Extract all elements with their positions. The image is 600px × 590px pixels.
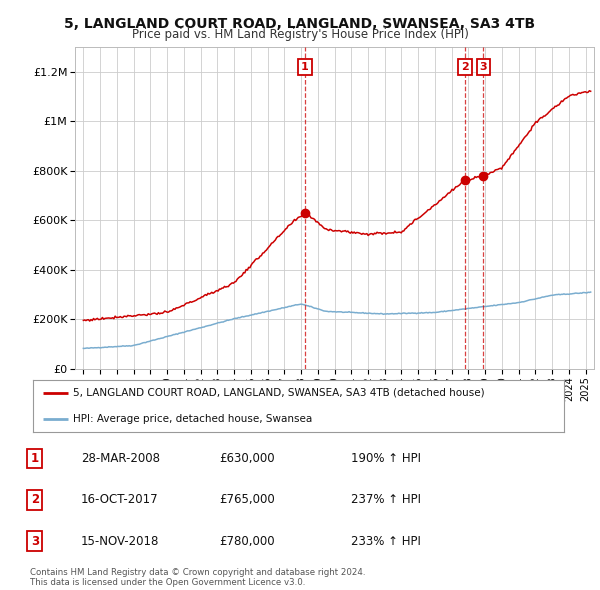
Text: Price paid vs. HM Land Registry's House Price Index (HPI): Price paid vs. HM Land Registry's House … bbox=[131, 28, 469, 41]
Text: 1: 1 bbox=[31, 452, 39, 465]
Text: 15-NOV-2018: 15-NOV-2018 bbox=[81, 535, 160, 548]
Text: 233% ↑ HPI: 233% ↑ HPI bbox=[351, 535, 421, 548]
Text: 3: 3 bbox=[31, 535, 39, 548]
Text: £780,000: £780,000 bbox=[219, 535, 275, 548]
Text: 3: 3 bbox=[479, 62, 487, 72]
Text: 1: 1 bbox=[301, 62, 309, 72]
Text: 28-MAR-2008: 28-MAR-2008 bbox=[81, 452, 160, 465]
Text: 2: 2 bbox=[31, 493, 39, 506]
Text: 16-OCT-2017: 16-OCT-2017 bbox=[81, 493, 158, 506]
Text: 190% ↑ HPI: 190% ↑ HPI bbox=[351, 452, 421, 465]
Text: £630,000: £630,000 bbox=[219, 452, 275, 465]
Text: £765,000: £765,000 bbox=[219, 493, 275, 506]
Text: HPI: Average price, detached house, Swansea: HPI: Average price, detached house, Swan… bbox=[73, 414, 312, 424]
Text: 2: 2 bbox=[461, 62, 469, 72]
Text: 5, LANGLAND COURT ROAD, LANGLAND, SWANSEA, SA3 4TB (detached house): 5, LANGLAND COURT ROAD, LANGLAND, SWANSE… bbox=[73, 388, 484, 398]
Text: 237% ↑ HPI: 237% ↑ HPI bbox=[351, 493, 421, 506]
Text: Contains HM Land Registry data © Crown copyright and database right 2024.
This d: Contains HM Land Registry data © Crown c… bbox=[30, 568, 365, 587]
Text: 5, LANGLAND COURT ROAD, LANGLAND, SWANSEA, SA3 4TB: 5, LANGLAND COURT ROAD, LANGLAND, SWANSE… bbox=[64, 17, 536, 31]
